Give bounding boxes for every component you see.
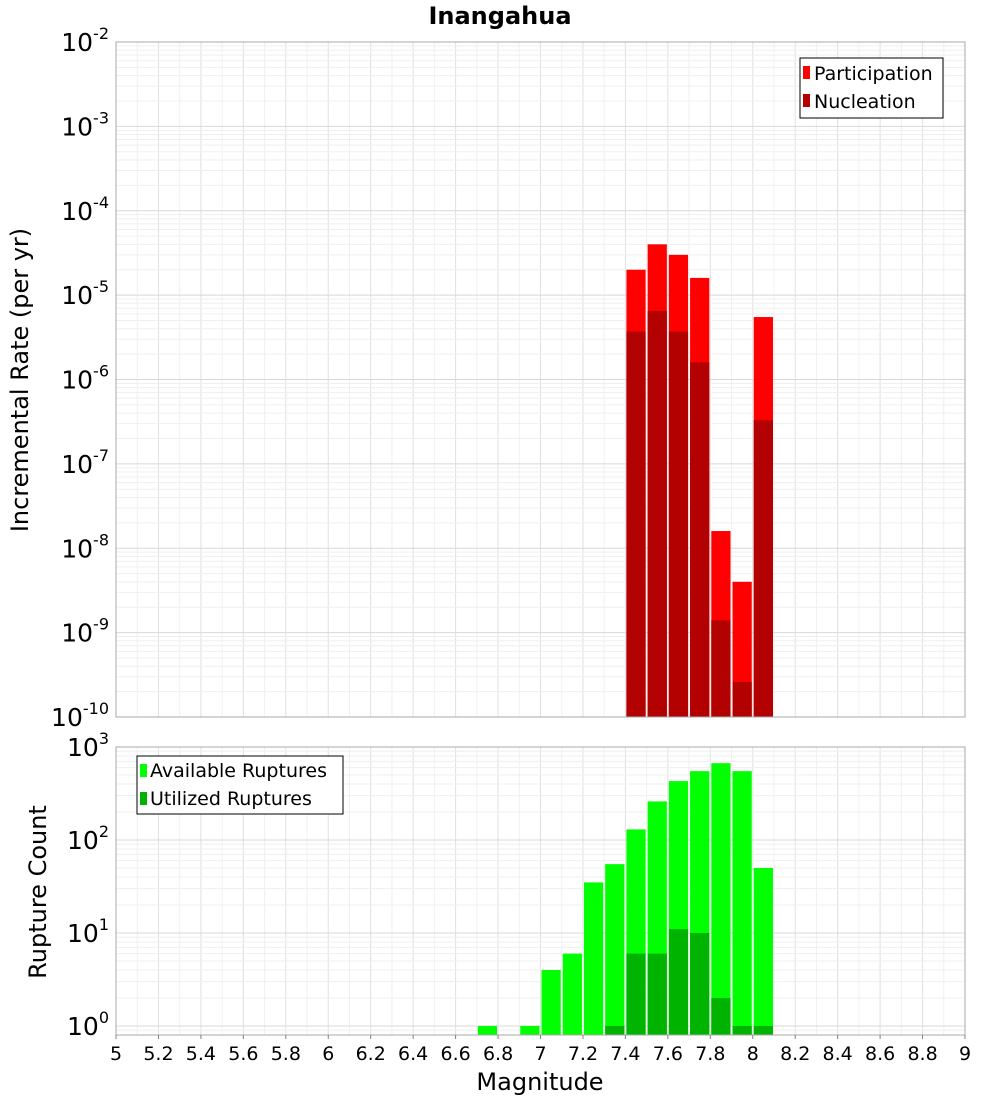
available-legend-swatch	[140, 764, 147, 777]
utilized-ruptures-bar	[668, 929, 689, 1035]
nucleation-bar	[753, 420, 773, 717]
utilized-ruptures-bar	[711, 997, 731, 1035]
top-grid	[115, 41, 966, 718]
rate-y-tick-label: 10-3	[61, 108, 109, 141]
participation-legend-swatch	[803, 66, 810, 79]
available-legend-label: Available Ruptures	[150, 760, 327, 782]
rate-y-tick-label: 10-4	[61, 193, 109, 226]
rupture-count-panel: 103 102 101 100 5 5.2 5.4 5.6 5.8 6 6.2 6.4 6.6 6.8 7…	[24, 729, 971, 1096]
x-tick-label: 6.6	[440, 1043, 470, 1065]
available-ruptures-bar	[562, 953, 582, 1035]
rate-legend-box	[799, 57, 944, 119]
count-y-tick-label: 101	[67, 915, 109, 948]
nucleation-bar	[690, 362, 710, 717]
x-tick-label: 5	[110, 1043, 122, 1065]
x-tick-label: 6.2	[356, 1043, 386, 1065]
x-tick-label: 8.8	[907, 1043, 937, 1065]
count-y-axis-label: Rupture Count	[24, 805, 52, 979]
x-tick-label: 5.2	[143, 1043, 173, 1065]
chart-title: Inangahua	[428, 2, 571, 30]
x-tick-label: 5.6	[228, 1043, 258, 1065]
available-ruptures-bar	[477, 1025, 498, 1035]
utilized-ruptures-bar	[647, 953, 667, 1035]
utilized-ruptures-bar	[605, 1025, 625, 1035]
x-tick-label: 8	[747, 1043, 759, 1065]
rupture-bars	[477, 763, 773, 1035]
rupture-legend: Available Ruptures Utilized Ruptures	[136, 755, 344, 815]
available-ruptures-bar	[520, 1025, 540, 1035]
nucleation-legend-swatch	[803, 94, 810, 107]
utilized-ruptures-bar	[690, 932, 710, 1035]
x-tick-label: 8.6	[865, 1043, 895, 1065]
top-plot-frame	[115, 41, 966, 718]
rate-y-tick-label: 10-7	[61, 446, 109, 479]
utilized-ruptures-bar	[732, 1025, 752, 1035]
available-ruptures-bar	[583, 882, 604, 1035]
x-tick-label: 5.8	[271, 1043, 301, 1065]
count-y-ticks: 103 102 101 100	[67, 729, 109, 1041]
utilized-ruptures-bar	[626, 953, 646, 1035]
available-ruptures-bar	[711, 763, 731, 1035]
magnitude-x-axis-label: Magnitude	[476, 1068, 603, 1096]
nucleation-bar	[647, 310, 667, 717]
count-y-tick-label: 102	[67, 822, 109, 855]
rate-y-ticks: 10-2 10-3 10-4 10-5 10-6 10-7 10-8 10-9 10-10	[51, 24, 109, 732]
x-tick-label: 9	[959, 1043, 971, 1065]
rupture-legend-box	[136, 755, 344, 815]
available-ruptures-bar	[732, 771, 752, 1035]
utilized-ruptures-bar	[753, 1025, 773, 1035]
available-ruptures-bar	[753, 867, 773, 1035]
x-tick-label: 7.2	[568, 1043, 598, 1065]
rate-y-axis-label: Incremental Rate (per yr)	[6, 228, 34, 532]
count-y-tick-label: 100	[67, 1008, 109, 1041]
rate-y-tick-label: 10-9	[61, 615, 109, 648]
rate-y-tick-label: 10-10	[51, 699, 109, 732]
x-tick-label: 6	[322, 1043, 334, 1065]
nucleation-bar	[711, 620, 731, 717]
rate-y-tick-label: 10-5	[61, 277, 109, 310]
x-tick-label: 5.4	[186, 1043, 216, 1065]
nucleation-bar	[626, 331, 646, 717]
participation-legend-label: Participation	[814, 63, 933, 85]
x-tick-label: 8.4	[823, 1043, 853, 1065]
available-ruptures-bar	[605, 864, 625, 1035]
x-tick-label: 7.8	[695, 1043, 725, 1065]
x-tick-label: 7	[534, 1043, 546, 1065]
rate-y-tick-label: 10-8	[61, 530, 109, 563]
x-tick-label: 8.2	[780, 1043, 810, 1065]
x-tick-label: 6.4	[398, 1043, 428, 1065]
utilized-legend-swatch	[140, 792, 147, 805]
nucleation-bar	[732, 681, 752, 717]
magnitude-x-ticks: 5 5.2 5.4 5.6 5.8 6 6.2 6.4 6.6 6.8 7 7.2 7.4 7.6 7.8 8…	[110, 1035, 971, 1065]
nucleation-legend-label: Nucleation	[814, 91, 916, 113]
utilized-legend-label: Utilized Ruptures	[150, 788, 312, 810]
rate-legend: Participation Nucleation	[799, 57, 944, 119]
nucleation-bar	[668, 331, 689, 717]
x-tick-label: 7.6	[653, 1043, 683, 1065]
x-tick-label: 6.8	[483, 1043, 513, 1065]
x-tick-label: 7.4	[610, 1043, 640, 1065]
participation-nucleation-panel: 10-2 10-3 10-4 10-5 10-6 10-7 10-8 10-9 10-10 In…	[6, 24, 966, 732]
rate-bars	[626, 244, 773, 718]
count-y-tick-label: 103	[67, 729, 109, 762]
rate-y-tick-label: 10-2	[61, 24, 109, 57]
rate-y-tick-label: 10-6	[61, 362, 109, 395]
available-ruptures-bar	[541, 969, 561, 1035]
